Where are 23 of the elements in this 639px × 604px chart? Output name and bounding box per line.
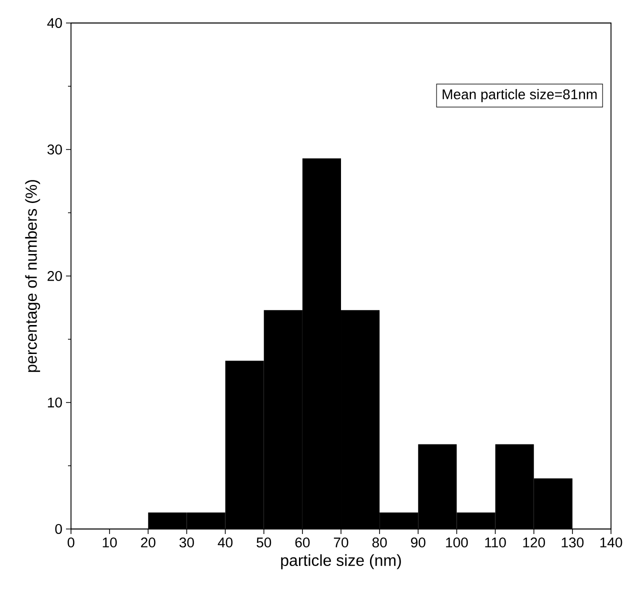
y-tick-label: 30 [47,144,62,154]
y-tick-label: 40 [47,18,62,28]
x-tick-label: 140 [600,538,622,548]
x-tick-label: 120 [523,538,545,548]
annotation: Mean particle size=81nm [442,89,597,102]
x-tick-label: 100 [446,538,468,548]
x-tick-label: 50 [256,538,272,548]
y-tick-label: 20 [48,271,62,281]
x-tick-label: 60 [295,538,310,548]
x-tick-label: 30 [179,538,194,548]
x-axis-title: particle size (nm) [281,554,401,570]
y-axis-title: percentage of numbers (%) [25,180,40,372]
x-tick-label: 70 [334,538,348,548]
x-tick-label: 110 [485,538,506,548]
x-tick-label: 40 [218,538,233,548]
y-tick-label: 0 [55,524,62,534]
x-tick-label: 130 [562,538,584,548]
x-tick-label: 0 [68,538,74,548]
x-tick-label: 80 [372,538,387,548]
x-tick-label: 90 [411,538,426,548]
x-tick-label: 20 [141,538,156,548]
y-tick-label: 10 [48,398,62,408]
x-tick-label: 10 [102,538,117,548]
